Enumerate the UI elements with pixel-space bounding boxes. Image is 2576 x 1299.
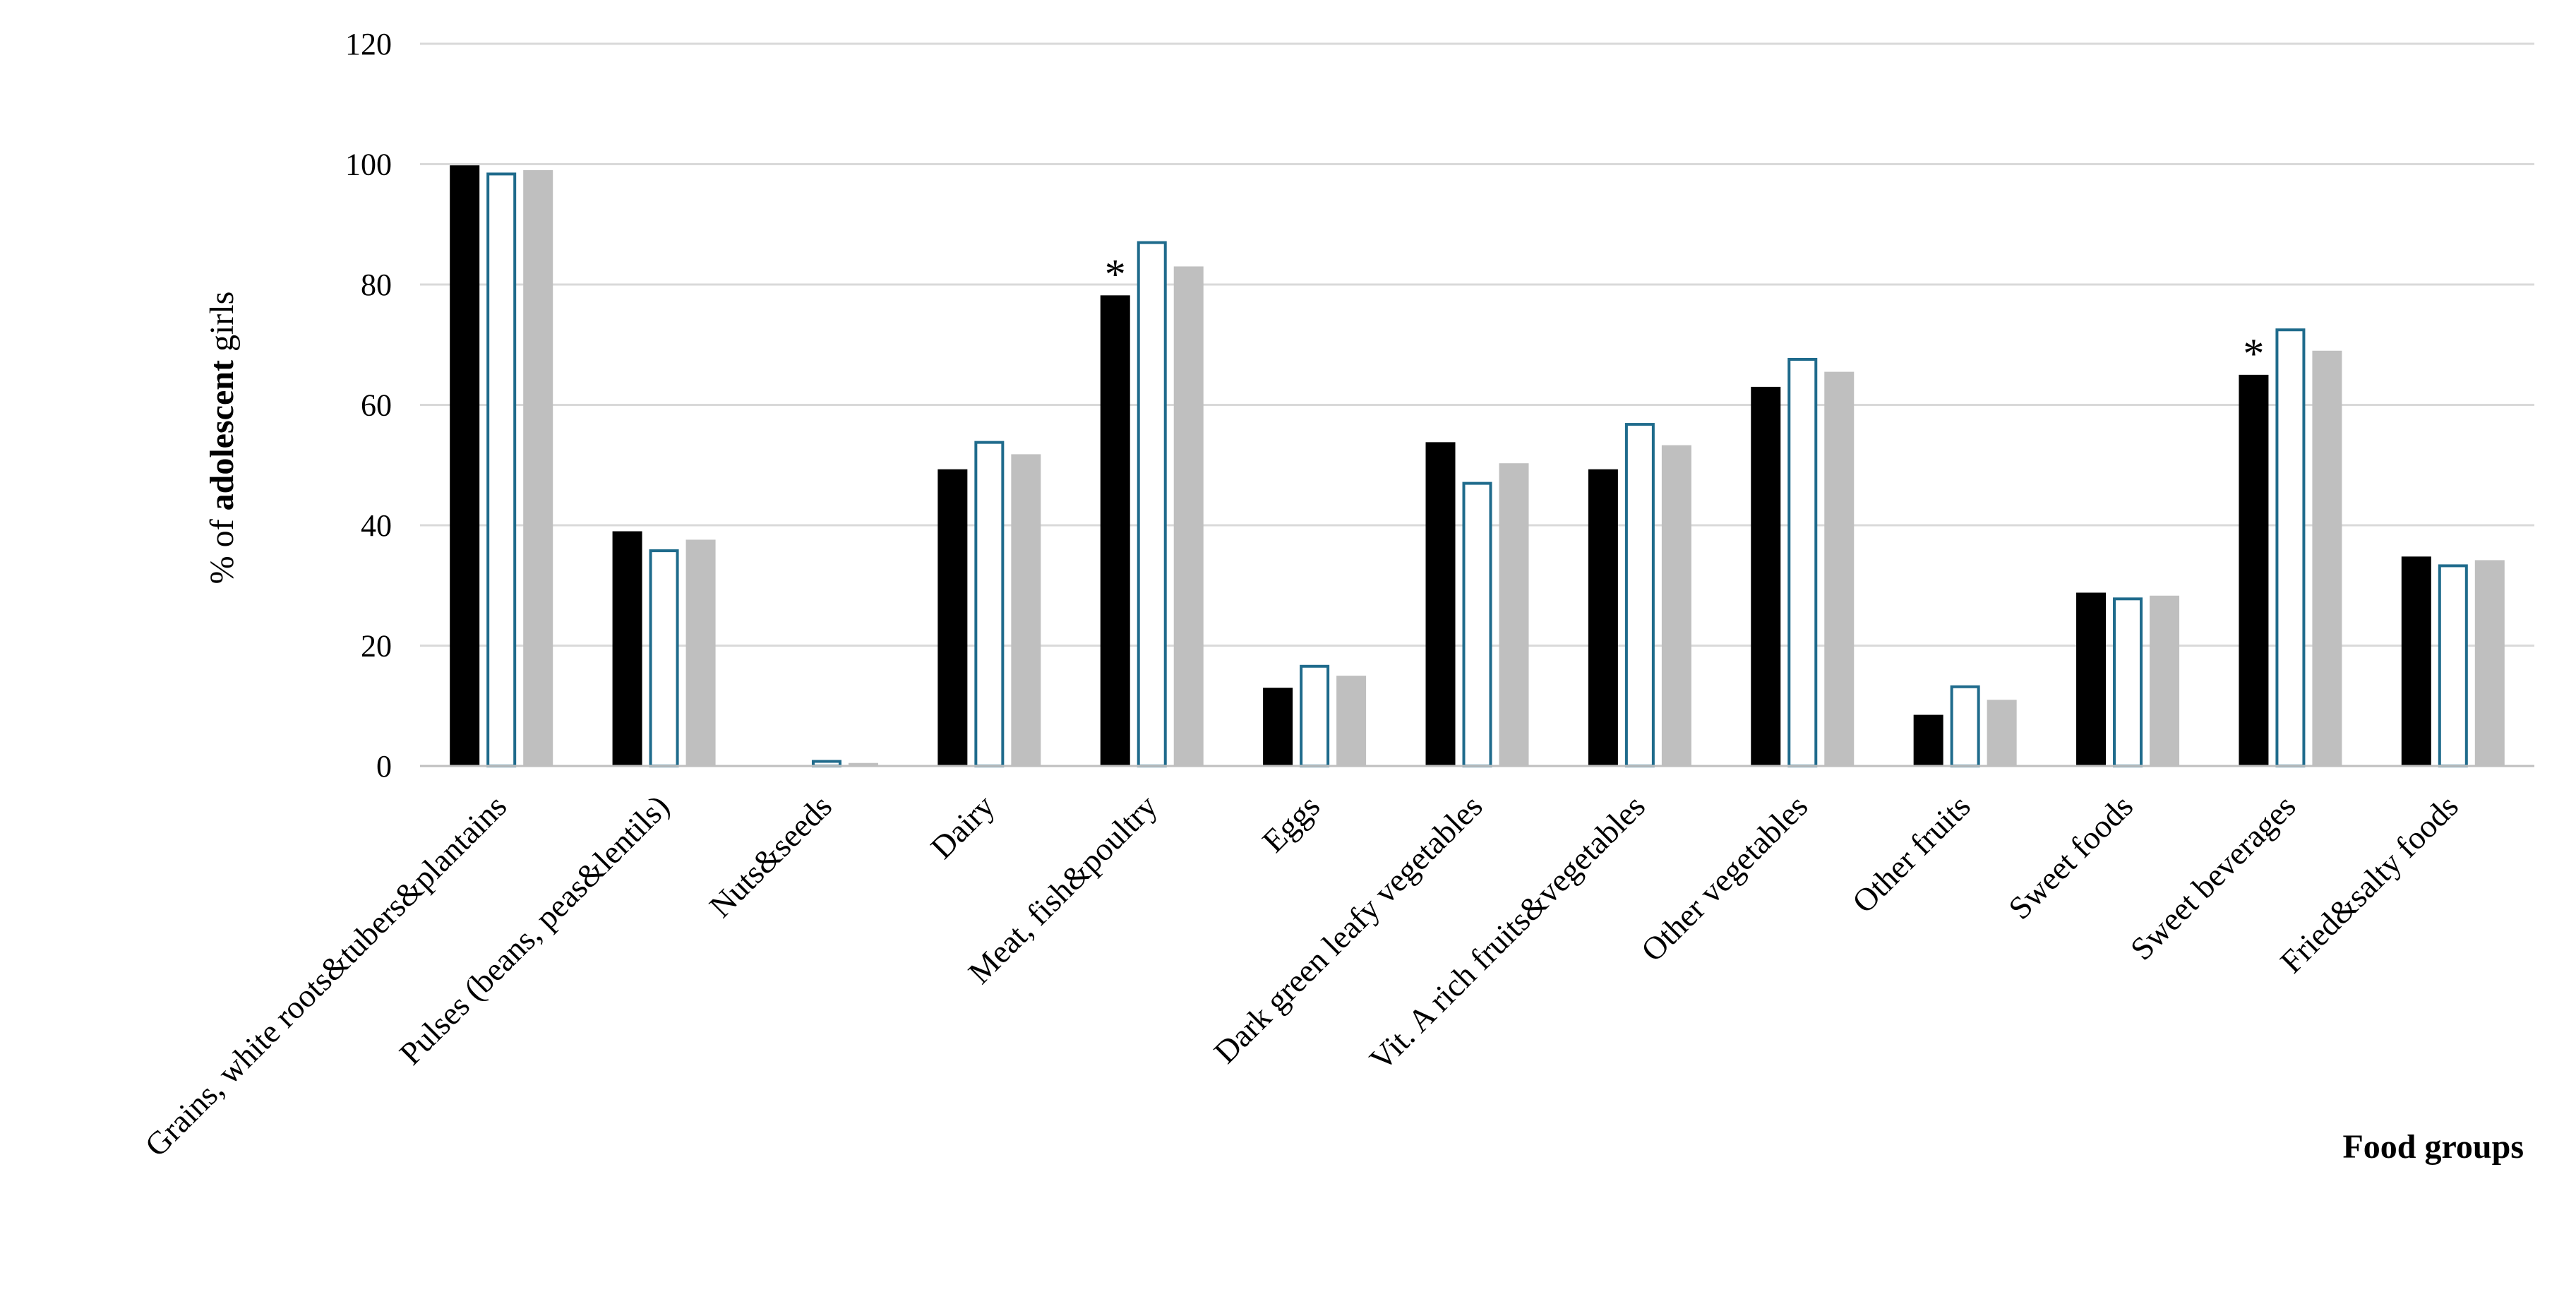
bar-series3-0	[523, 170, 553, 766]
bar-series3-6	[1499, 463, 1529, 766]
bar-series2-10	[2113, 597, 2143, 767]
bar-series1-8	[1751, 386, 1781, 766]
bar-series1-1	[612, 531, 642, 766]
bar-series2-5	[1300, 664, 1330, 768]
y-axis-ticks: 0 20 40 60 80 100 120	[345, 27, 392, 784]
x-category-label: Other fruits	[1845, 788, 1977, 920]
x-category-label: Nuts&seeds	[702, 788, 839, 924]
bar-series2-9	[1950, 685, 1980, 768]
bar-series1-4	[1100, 295, 1130, 767]
bar-series3-2	[848, 762, 878, 766]
bar-series1-9	[1913, 714, 1943, 766]
y-tick-label: 80	[361, 268, 392, 302]
bar-series2-7	[1624, 423, 1655, 767]
bars	[450, 165, 2505, 768]
bar-series3-4	[1173, 266, 1204, 766]
x-category-label: Other vegetables	[1634, 788, 1815, 969]
bar-series2-0	[486, 172, 517, 767]
bar-series3-10	[2150, 595, 2180, 766]
y-axis-title-prefix: % of	[203, 510, 241, 584]
y-tick-label: 120	[345, 27, 392, 61]
bar-series1-6	[1425, 442, 1456, 766]
bar-series3-5	[1336, 676, 1367, 766]
bar-series3-7	[1661, 445, 1691, 766]
bar-series2-4	[1137, 241, 1167, 767]
bar-series1-5	[1263, 688, 1293, 766]
x-category-label: Grains, white roots&tubers&plantains	[138, 788, 513, 1163]
bar-series3-11	[2312, 350, 2342, 766]
bar-series1-3	[937, 469, 968, 766]
bar-series3-3	[1011, 454, 1041, 766]
x-axis-title: Food groups	[2342, 1128, 2524, 1166]
bar-series2-6	[1462, 481, 1492, 767]
bar-series3-12	[2474, 560, 2505, 766]
bar-series1-0	[450, 165, 480, 766]
x-category-label: Vit. A rich fruits&vegetables	[1362, 788, 1652, 1077]
x-category-label: Eggs	[1255, 788, 1326, 859]
x-category-label: Sweet foods	[2001, 788, 2140, 926]
y-tick-label: 40	[361, 508, 392, 543]
x-category-label: Pulses (beans, peas&lentils)	[393, 788, 676, 1072]
y-tick-label: 20	[361, 629, 392, 664]
y-tick-label: 0	[376, 749, 392, 784]
x-category-label: Dairy	[923, 788, 1001, 866]
y-axis-title-suffix: girls	[203, 292, 241, 360]
bar-series2-3	[974, 441, 1005, 768]
bar-series3-1	[685, 539, 716, 766]
x-axis-category-labels: Grains, white roots&tubers&plantainsPuls…	[138, 788, 2465, 1163]
bar-series1-11	[2239, 374, 2269, 766]
bar-series1-12	[2401, 556, 2431, 766]
y-axis-title-bold: adolescent	[203, 360, 241, 510]
bar-series2-1	[649, 549, 679, 767]
bar-series2-8	[1787, 358, 1818, 767]
significance-marker: *	[2243, 330, 2264, 377]
x-category-label: Dark green leafy vegetables	[1207, 788, 1490, 1070]
x-category-label: Sweet beverages	[2123, 788, 2303, 967]
bar-series2-11	[2275, 328, 2306, 768]
y-tick-label: 60	[361, 388, 392, 423]
bar-series1-10	[2076, 592, 2107, 766]
bar-series1-7	[1588, 469, 1618, 766]
y-tick-label: 100	[345, 148, 392, 182]
bar-series3-8	[1824, 371, 1855, 766]
significance-marker: *	[1105, 251, 1126, 297]
bar-series3-9	[1987, 700, 2017, 766]
x-category-label: Fried&salty foods	[2273, 788, 2465, 980]
gridlines	[420, 42, 2534, 647]
bar-series2-12	[2438, 564, 2468, 767]
y-axis-title: % of adolescent girls	[203, 292, 241, 585]
annotations: **	[1105, 251, 2265, 377]
